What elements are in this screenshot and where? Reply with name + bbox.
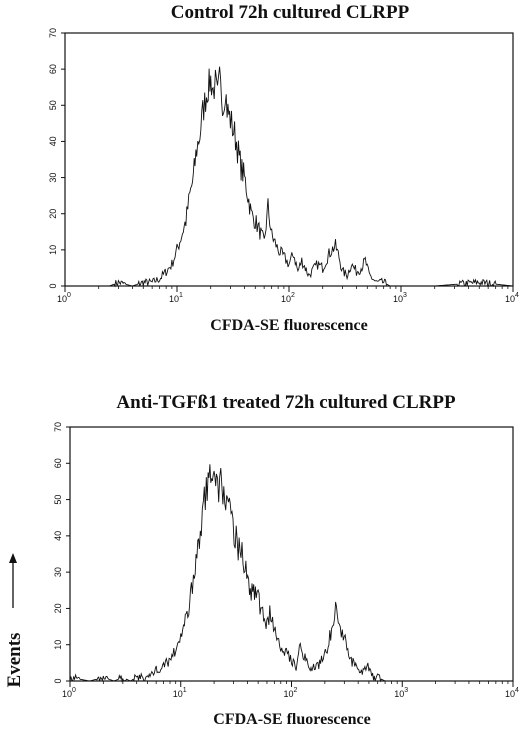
histogram-series-line [65, 66, 514, 288]
x-tick-base: 10 [169, 294, 179, 304]
x-tick-exponent: 3 [404, 687, 408, 694]
x-tick-label: 101 [173, 687, 187, 699]
x-tick-base: 10 [505, 294, 515, 304]
x-axis-label: CFDA-SE fluorescence [213, 711, 370, 728]
x-tick-base: 10 [281, 294, 291, 304]
x-tick-base: 10 [173, 689, 183, 699]
y-tick-label: 70 [48, 28, 58, 38]
y-tick-label: 50 [53, 495, 63, 505]
y-tick-label: 0 [48, 283, 58, 288]
plot-frame [69, 426, 514, 682]
y-tick-label: 40 [53, 531, 63, 541]
x-tick-label: 101 [169, 292, 183, 304]
y-tick-label: 40 [48, 136, 58, 146]
x-axis-label: CFDA-SE fluorescence [210, 317, 367, 334]
y-tick-label: 30 [53, 567, 63, 577]
y-tick-label: 20 [53, 603, 63, 613]
x-tick-exponent: 1 [179, 292, 183, 299]
x-tick-label: 104 [505, 687, 519, 699]
y-tick-label: 70 [53, 422, 63, 432]
chart-title: Control 72h cultured CLRPP [171, 2, 410, 23]
x-tick-exponent: 3 [403, 292, 407, 299]
x-tick-base: 10 [57, 294, 67, 304]
x-tick-base: 10 [393, 294, 403, 304]
x-tick-label: 100 [57, 292, 71, 304]
x-tick-base: 10 [284, 689, 294, 699]
x-tick-exponent: 2 [294, 687, 298, 694]
plot-frame [64, 32, 514, 287]
chart-title: Anti-TGFß1 treated 72h cultured CLRPP [116, 392, 456, 413]
x-tick-label: 104 [505, 292, 519, 304]
x-tick-label: 100 [62, 687, 76, 699]
x-tick-base: 10 [62, 689, 72, 699]
x-tick-exponent: 4 [515, 687, 519, 694]
y-tick-label: 0 [53, 678, 63, 683]
x-tick-exponent: 2 [291, 292, 295, 299]
x-tick-exponent: 0 [67, 292, 71, 299]
anti-tgfb1-histogram-panel: Anti-TGFß1 treated 72h cultured CLRPP CF… [4, 392, 519, 728]
control-histogram-panel: Control 72h cultured CLRPP CFDA-SE fluor… [48, 2, 519, 334]
histogram-series-line [69, 464, 513, 683]
x-tick-exponent: 4 [515, 292, 519, 299]
y-tick-label: 10 [53, 640, 63, 650]
y-axis-label: Events [4, 633, 25, 688]
x-tick-exponent: 0 [72, 687, 76, 694]
y-tick-label: 30 [48, 173, 58, 183]
x-tick-base: 10 [505, 689, 515, 699]
y-axis-arrow [9, 553, 17, 608]
x-tick-label: 102 [281, 292, 295, 304]
y-tick-label: 60 [48, 64, 58, 74]
y-tick-label: 60 [53, 458, 63, 468]
x-tick-label: 103 [393, 292, 407, 304]
x-tick-base: 10 [394, 689, 404, 699]
x-tick-exponent: 1 [183, 687, 187, 694]
x-tick-label: 103 [394, 687, 408, 699]
y-tick-label: 10 [48, 245, 58, 255]
y-tick-label: 50 [48, 100, 58, 110]
x-tick-label: 102 [284, 687, 298, 699]
y-tick-label: 20 [48, 209, 58, 219]
